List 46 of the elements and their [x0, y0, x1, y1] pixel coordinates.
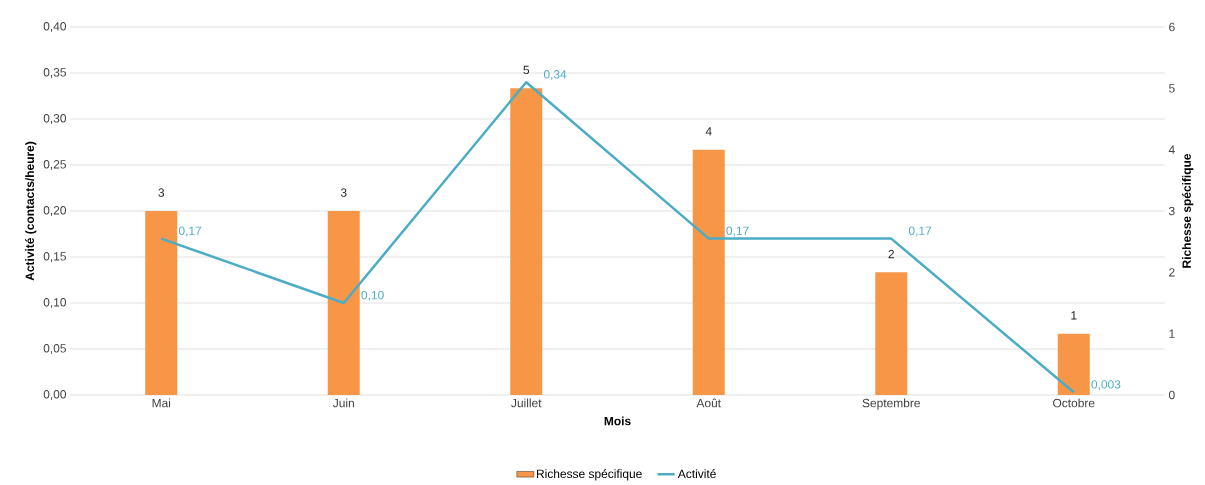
bar — [510, 88, 543, 395]
bar — [145, 211, 178, 395]
y-axis-title: Activité (contacts/heure) — [25, 141, 37, 281]
bar — [327, 211, 360, 395]
x-tick-label: Juillet — [511, 398, 542, 408]
data-label: 1 — [1071, 311, 1077, 320]
y2-axis-title: Richesse spécifique — [1182, 153, 1194, 268]
bar — [875, 272, 908, 395]
y-tick-label: 0,00 — [43, 390, 67, 400]
data-label: 2 — [888, 249, 894, 259]
y2-tick-label: 6 — [1169, 22, 1175, 32]
legend-label: Richesse spécifique — [537, 469, 642, 481]
x-tick-label: Août — [696, 398, 721, 408]
data-label: 0,17 — [908, 226, 932, 237]
y2-tick-label: 5 — [1169, 84, 1175, 93]
y-tick-label: 0,20 — [43, 206, 67, 216]
x-tick-label: Juin — [332, 398, 354, 408]
data-label: 5 — [523, 65, 530, 75]
data-label: 0,17 — [178, 226, 202, 237]
data-label: 3 — [158, 188, 165, 197]
y2-tick-label: 1 — [1169, 329, 1175, 338]
data-label: 0,10 — [361, 290, 384, 301]
y-tick-label: 0,15 — [43, 252, 66, 262]
y-tick-label: 0,05 — [43, 344, 66, 354]
y-tick-label: 0,35 — [43, 68, 66, 78]
data-label: 3 — [340, 188, 347, 197]
x-tick-label: Septembre — [862, 398, 920, 410]
x-tick-label: Mai — [152, 398, 171, 408]
y2-tick-label: 4 — [1168, 145, 1175, 154]
x-tick-label: Octobre — [1053, 398, 1095, 408]
bar — [1057, 333, 1090, 395]
data-label: 4 — [705, 127, 712, 136]
line-series — [160, 80, 1075, 394]
y2-tick-label: 2 — [1169, 268, 1175, 277]
data-label: 0,17 — [726, 226, 749, 237]
y-tick-label: 0,30 — [43, 114, 67, 124]
y2-tick-label: 0 — [1168, 390, 1175, 400]
y-tick-label: 0,10 — [43, 298, 67, 308]
data-label: 0,003 — [1091, 380, 1121, 391]
x-axis-title: Mois — [604, 416, 631, 426]
bar — [692, 149, 725, 395]
y2-tick-label: 3 — [1168, 206, 1175, 216]
data-label: 0,34 — [543, 70, 567, 80]
y-tick-label: 0,25 — [43, 160, 66, 170]
legend-label: Activité — [677, 469, 716, 479]
y-tick-label: 0,40 — [43, 22, 67, 32]
